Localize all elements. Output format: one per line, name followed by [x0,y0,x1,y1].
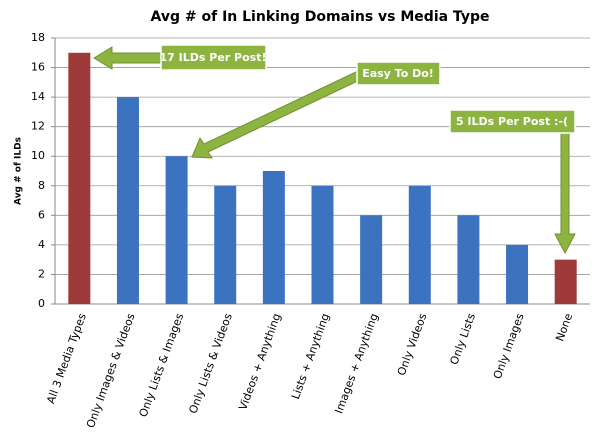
annotation-1: 17 ILDs Per Post! [93,44,267,71]
annotation-box [449,109,576,134]
bar [457,215,480,304]
y-tick-label: 14 [31,90,45,103]
y-tick-label: 2 [38,267,45,280]
y-tick-label: 16 [31,61,45,74]
annotation-box [356,61,441,86]
x-tick-label: Only Images [491,311,527,380]
bar [554,259,577,304]
chart-title: Avg # of In Linking Domains vs Media Typ… [151,9,490,25]
y-tick-label: 4 [38,238,45,251]
annotation-3: 5 ILDs Per Post :-( [449,109,576,255]
bar [262,171,285,304]
y-tick-label: 12 [31,120,45,133]
bar [214,185,237,304]
y-tick-label: 10 [31,149,45,162]
y-axis-label: Avg # of ILDs [14,137,24,205]
bar [165,156,188,304]
x-tick-label: None [553,311,575,343]
y-tick-label: 18 [31,31,45,44]
y-tick-label: 8 [38,179,45,192]
x-tick-label: Videos + Anything [236,312,283,412]
x-tick-label: Lists + Anything [289,312,332,401]
x-tick-label: Only Images & Videos [84,311,138,429]
arrow [191,69,365,159]
bar [506,244,529,304]
bar [311,185,334,304]
x-tick-label: Only Lists & Videos [186,311,234,415]
x-tick-label: Images + Anything [332,312,380,416]
annotation: 5 ILDs Per Post :-( [456,115,568,128]
x-tick-label: Only Videos [395,311,430,377]
arrow [93,46,163,70]
arrow [554,131,576,255]
bar [408,185,431,304]
y-tick-label: 6 [38,208,45,221]
y-tick-label: 0 [38,297,45,310]
x-tick-label: All 3 Media Types [44,311,89,405]
annotation-box [160,44,267,71]
annotation: Easy To Do! [362,67,434,80]
bar [116,97,139,304]
annotation-2: Easy To Do! [191,61,441,159]
bar [360,215,383,304]
x-tick-label: Only Lists [447,311,478,366]
x-tick-label: Only Lists & Images [137,311,187,419]
annotation: 17 ILDs Per Post! [160,51,267,64]
bar [68,52,91,305]
